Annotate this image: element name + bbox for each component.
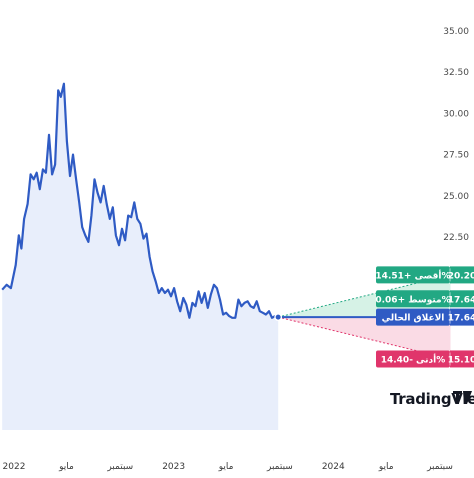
forecast-tag-value: 17.64 bbox=[448, 314, 474, 324]
x-tick-label: سبتمبر bbox=[426, 462, 453, 472]
forecast-tag-value: 20.20 bbox=[448, 271, 474, 281]
forecast-tag-label: أدنى -14.40% bbox=[381, 353, 446, 365]
forecast-tag-value-box bbox=[450, 290, 474, 308]
forecast-tag-value-box bbox=[450, 308, 474, 326]
x-tick-label: 2024 bbox=[322, 462, 345, 472]
forecast-tag-value-box bbox=[450, 266, 474, 284]
price-line bbox=[1, 82, 279, 319]
forecast-tag-label-box bbox=[376, 308, 450, 326]
current-price-marker bbox=[274, 313, 283, 321]
y-tick-label: 30.00 bbox=[443, 109, 469, 119]
tradingview-logo-icon bbox=[453, 391, 472, 404]
y-tick-label: 25.00 bbox=[443, 192, 469, 202]
forecast-tag-label-box bbox=[376, 350, 450, 368]
forecast-tag-value-box bbox=[450, 350, 474, 368]
y-tick-label: 32.50 bbox=[443, 68, 469, 78]
price-area-fill bbox=[2, 83, 279, 430]
forecast-low-line bbox=[278, 316, 451, 360]
forecast-tag-label: أقصى +14.51% bbox=[375, 269, 450, 281]
forecast-tag-label: متوسط +0.06% bbox=[375, 295, 450, 305]
y-tick-label: 22.50 bbox=[443, 233, 469, 243]
x-tick-label: سبتمبر bbox=[266, 462, 293, 472]
x-tick-label: مايو bbox=[218, 462, 234, 472]
forecast-tag-label: الاغلاق الحالي bbox=[382, 314, 445, 324]
forecast-high-line bbox=[278, 274, 451, 318]
y-tick-label: 27.50 bbox=[443, 151, 469, 161]
forecast-tag-value: 15.10 bbox=[448, 355, 474, 365]
x-tick-label: مايو bbox=[58, 462, 74, 472]
x-tick-label: سبتمبر bbox=[106, 462, 133, 472]
x-tick-label: مايو bbox=[378, 462, 394, 472]
tradingview-logo: TradingView bbox=[390, 390, 474, 408]
forecast-tag-value: 17.64 bbox=[448, 295, 474, 305]
y-tick-label: 35.00 bbox=[443, 27, 469, 37]
forecast-tag-label-box bbox=[376, 266, 450, 284]
x-tick-label: 2023 bbox=[162, 462, 185, 472]
x-tick-label: 2022 bbox=[3, 462, 26, 472]
forecast-tag-label-box bbox=[376, 290, 450, 308]
